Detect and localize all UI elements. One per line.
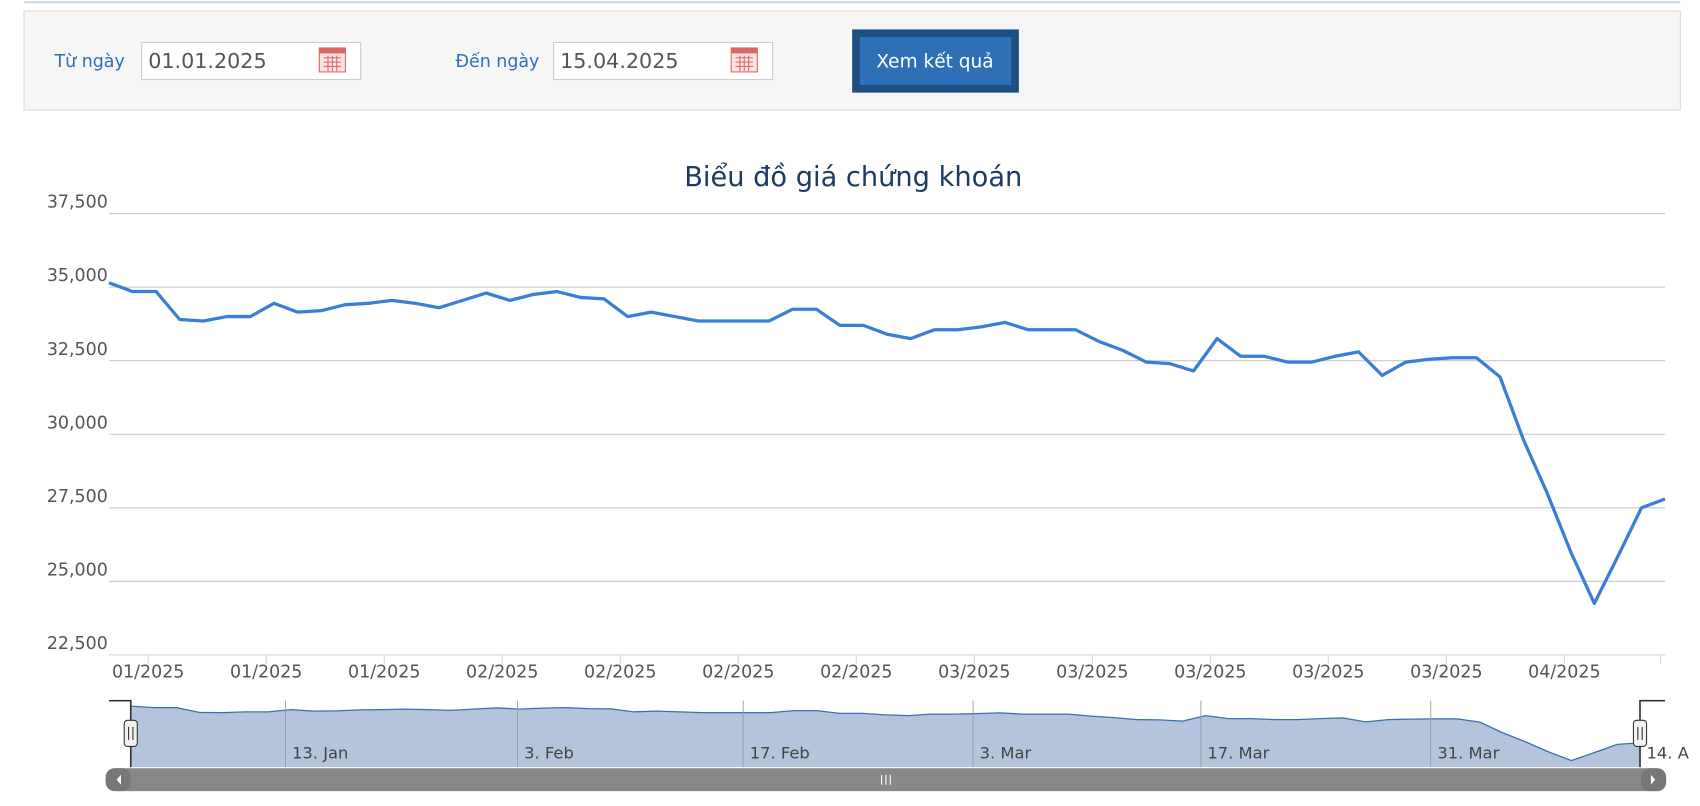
navigator-label: 17. Mar — [1207, 744, 1269, 763]
price-line — [108, 281, 1666, 606]
x-tick-label: 03/2025 — [938, 662, 1010, 682]
navigator-label: 14. A — [1647, 744, 1690, 763]
x-tick-label: 01/2025 — [348, 662, 420, 682]
to-label: Đến ngày — [455, 51, 539, 72]
to-value: 15.04.2025 — [560, 49, 678, 73]
handle-grip — [128, 726, 134, 740]
navigator-area — [130, 706, 1640, 768]
button-label: Xem kết quả — [876, 51, 993, 73]
x-tick-label: 01/2025 — [112, 662, 184, 682]
x-tick-label: 02/2025 — [702, 662, 774, 682]
navigator-handle[interactable] — [1632, 719, 1648, 747]
x-tick-label: 01/2025 — [230, 662, 302, 682]
x-tick-label: 02/2025 — [820, 662, 892, 682]
navigator-label: 31. Mar — [1437, 744, 1499, 763]
calendar-icon[interactable] — [730, 47, 758, 73]
thumb-grip — [881, 774, 891, 785]
x-tick-label: 03/2025 — [1174, 662, 1246, 682]
plot: 22,500 25,000 27,500 30,000 32,500 35,000 37,5… — [47, 193, 1690, 792]
x-tick-label: 02/2025 — [584, 662, 656, 682]
y-tick-label: 32,500 — [47, 340, 108, 360]
y-tick-label: 27,500 — [47, 487, 108, 507]
arrow-right — [1650, 774, 1656, 785]
handle-grip — [1637, 726, 1643, 740]
button-face — [859, 37, 1012, 85]
from-label: Từ ngày — [53, 52, 124, 72]
navigator-label: 13. Jan — [292, 744, 348, 763]
navigator-label: 3. Feb — [524, 744, 574, 763]
y-tick-label: 37,500 — [47, 193, 108, 213]
y-tick-label: 25,000 — [47, 560, 108, 580]
navigator-handle[interactable] — [123, 719, 138, 747]
x-tick-label: 04/2025 — [1528, 662, 1600, 682]
y-tick-label: 35,000 — [47, 266, 108, 286]
calendar-icon[interactable] — [318, 47, 346, 73]
y-tick-label: 22,500 — [47, 634, 108, 654]
from-value: 01.01.2025 — [148, 49, 266, 73]
x-tick-label: 03/2025 — [1056, 662, 1128, 682]
navigator-label: 17. Feb — [750, 744, 810, 763]
x-tick-label: 03/2025 — [1410, 662, 1482, 682]
x-tick-label: 03/2025 — [1292, 662, 1364, 682]
chart-title: Biểu đồ giá chứng khoán — [684, 162, 1022, 193]
y-tick-label: 30,000 — [47, 413, 108, 433]
x-tick-label: 02/2025 — [466, 662, 538, 682]
navigator-line — [130, 705, 1641, 762]
navigator-label: 3. Mar — [980, 744, 1032, 763]
arrow-left — [116, 774, 121, 785]
